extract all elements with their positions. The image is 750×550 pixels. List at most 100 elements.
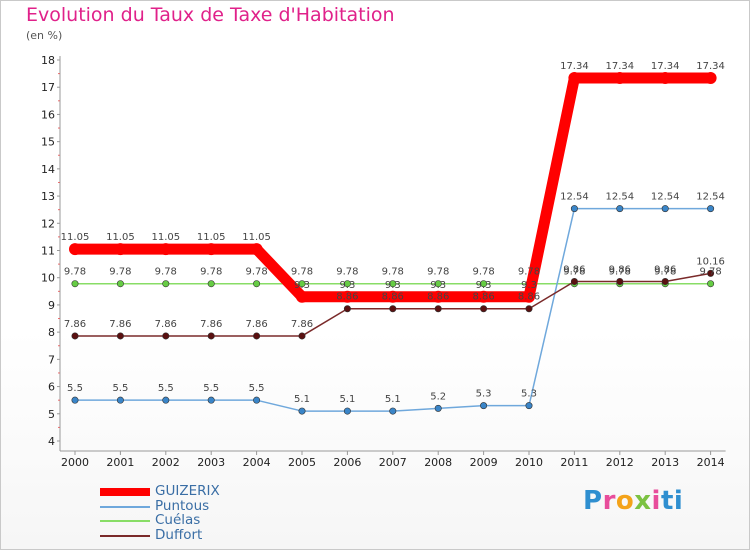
data-label-duffort: 7.86 <box>200 319 222 330</box>
data-point-duffort <box>343 305 351 313</box>
data-label-puntous: 5.5 <box>112 383 128 394</box>
data-point-guizerix <box>523 290 535 303</box>
data-label-cuelas: 9.78 <box>563 267 585 278</box>
data-label-cuelas: 9.78 <box>427 267 449 278</box>
data-label-puntous: 5.1 <box>339 394 355 405</box>
data-point-duffort <box>298 332 306 340</box>
data-label-cuelas: 9.78 <box>654 267 676 278</box>
data-label-guizerix: 11.05 <box>242 232 271 243</box>
data-label-duffort: 9.86 <box>563 265 585 276</box>
x-tick-label: 2006 <box>333 456 361 469</box>
data-point-puntous <box>434 404 442 412</box>
data-point-guizerix <box>659 71 672 84</box>
y-tick-label: 18 <box>41 54 55 67</box>
data-label-cuelas: 9.78 <box>609 267 631 278</box>
data-point-duffort <box>707 269 715 277</box>
data-point-duffort <box>162 332 170 340</box>
legend-label-cuelas: Cuélas <box>155 512 201 528</box>
data-point-guizerix <box>159 243 172 256</box>
data-point-guizerix <box>568 71 581 84</box>
data-label-guizerix: 17.34 <box>696 61 725 72</box>
data-label-cuelas: 9.78 <box>245 267 267 278</box>
x-tick-label: 2003 <box>197 456 225 469</box>
data-label-guizerix: 9.3 <box>385 280 401 291</box>
data-label-puntous: 12.54 <box>651 192 680 203</box>
data-point-puntous <box>207 396 215 404</box>
x-tick-label: 2011 <box>560 456 588 469</box>
data-label-puntous: 5.2 <box>430 391 446 402</box>
data-label-duffort: 7.86 <box>64 319 86 330</box>
y-tick-label: 5 <box>48 408 55 421</box>
data-point-guizerix <box>477 290 490 303</box>
data-point-cuelas <box>207 280 215 288</box>
data-point-guizerix <box>613 71 626 84</box>
data-label-puntous: 5.1 <box>385 394 401 405</box>
data-label-duffort: 9.86 <box>654 265 676 276</box>
data-label-guizerix: 9.3 <box>430 280 446 291</box>
y-tick-label: 13 <box>41 190 55 203</box>
data-point-duffort <box>525 305 533 313</box>
data-point-cuelas <box>71 280 79 288</box>
data-point-guizerix <box>386 290 399 303</box>
y-tick-label: 12 <box>41 217 55 230</box>
proxiti-logo: Proxiti <box>583 486 684 516</box>
data-point-guizerix <box>250 243 263 256</box>
data-point-cuelas <box>343 280 351 288</box>
data-label-cuelas: 9.78 <box>472 267 494 278</box>
data-label-duffort: 7.86 <box>291 319 313 330</box>
x-tick-label: 2001 <box>106 456 134 469</box>
data-label-guizerix: 11.05 <box>106 232 135 243</box>
data-label-duffort: 8.86 <box>518 292 540 303</box>
data-label-guizerix: 17.34 <box>605 61 634 72</box>
legend-label-duffort: Duffort <box>155 526 203 543</box>
data-point-duffort <box>253 332 261 340</box>
legend-label-puntous: Puntous <box>155 497 210 514</box>
y-tick-label: 9 <box>48 299 55 312</box>
data-label-puntous: 12.54 <box>560 192 589 203</box>
y-tick-label: 16 <box>41 108 55 121</box>
data-label-puntous: 12.54 <box>696 192 725 203</box>
data-label-duffort: 9.86 <box>609 265 631 276</box>
data-point-guizerix <box>341 290 354 303</box>
data-point-guizerix <box>296 290 308 303</box>
x-tick-label: 2000 <box>61 456 89 469</box>
data-point-guizerix <box>704 71 717 84</box>
data-point-cuelas <box>253 280 261 288</box>
data-point-duffort <box>661 278 669 286</box>
x-tick-label: 2010 <box>515 456 543 469</box>
x-tick-label: 2012 <box>606 456 634 469</box>
data-point-puntous <box>661 205 669 213</box>
data-label-cuelas: 9.78 <box>291 267 313 278</box>
chart-title: Evolution du Taux de Taxe d'Habitation <box>26 4 395 26</box>
y-tick-label: 14 <box>41 163 55 176</box>
data-label-guizerix: 9.3 <box>521 280 537 291</box>
data-point-duffort <box>71 332 79 340</box>
data-label-guizerix: 11.05 <box>61 232 90 243</box>
data-point-guizerix <box>432 290 445 303</box>
x-tick-label: 2008 <box>424 456 452 469</box>
data-label-guizerix: 9.3 <box>339 280 355 291</box>
data-label-guizerix: 11.05 <box>151 232 180 243</box>
y-tick-label: 4 <box>48 435 55 448</box>
data-point-puntous <box>253 396 261 404</box>
data-point-duffort <box>389 305 397 313</box>
data-point-cuelas <box>707 280 715 288</box>
data-point-cuelas <box>162 280 170 288</box>
data-point-cuelas <box>480 280 488 288</box>
chart-unit-label: (en %) <box>26 29 63 42</box>
data-point-puntous <box>389 407 397 415</box>
x-tick-label: 2005 <box>288 456 316 469</box>
data-label-duffort: 8.86 <box>427 292 449 303</box>
data-label-duffort: 8.86 <box>336 292 358 303</box>
data-label-guizerix: 17.34 <box>560 61 589 72</box>
y-tick-label: 10 <box>41 272 55 285</box>
data-point-cuelas <box>116 280 124 288</box>
data-point-duffort <box>570 278 578 286</box>
y-tick-label: 6 <box>48 381 55 394</box>
data-point-puntous <box>343 407 351 415</box>
data-label-duffort: 10.16 <box>696 256 725 267</box>
data-label-guizerix: 11.05 <box>197 232 226 243</box>
data-point-puntous <box>480 402 488 410</box>
legend-swatch-guizerix <box>100 488 150 496</box>
